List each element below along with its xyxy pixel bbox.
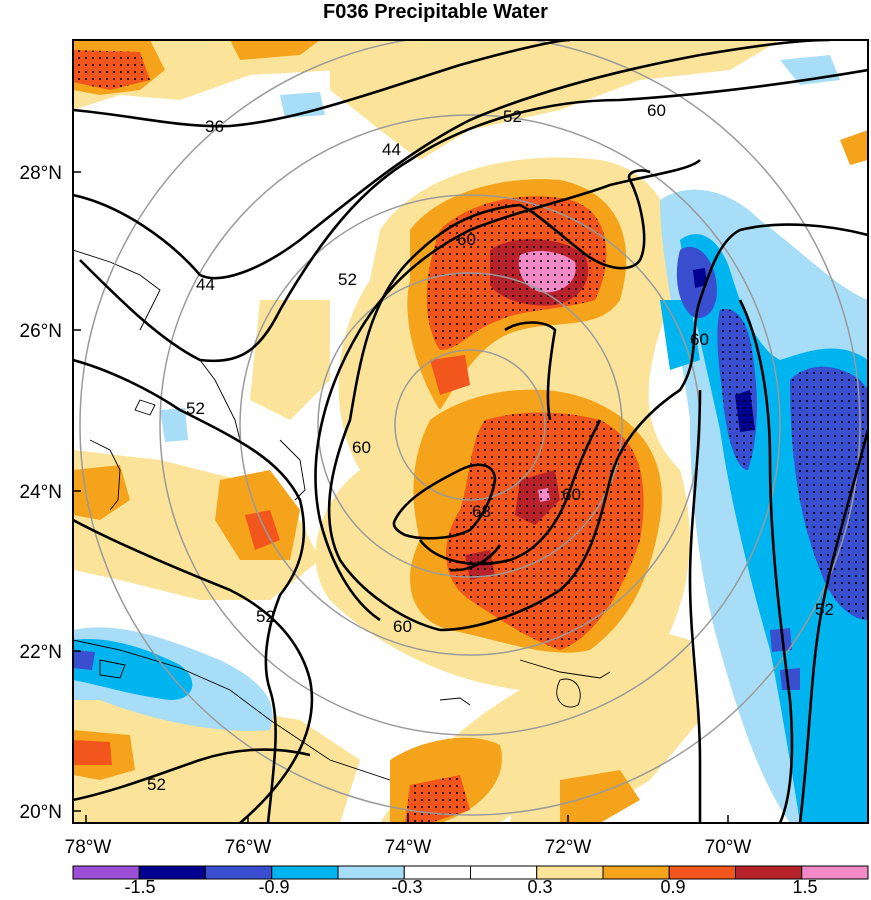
contour-label: 44: [382, 140, 401, 159]
contour-label: 60: [352, 438, 371, 457]
contour-label: 60: [690, 330, 709, 349]
colorbar-label: 0.3: [527, 877, 552, 897]
lat-tick-label: 28°N: [20, 163, 62, 184]
contour-label: 36: [205, 117, 224, 136]
map-field: 36 44 44 52 52 52 52 52 52 60 60 60 60 6…: [73, 40, 868, 823]
contour-label: 52: [815, 600, 834, 619]
lon-tick-label: 70°W: [705, 837, 752, 858]
colorbar-label: -0.3: [391, 877, 422, 897]
lon-tick-label: 74°W: [385, 837, 432, 858]
contour-label: 68: [472, 502, 491, 521]
contour-label: 52: [147, 775, 166, 794]
contour-label: 60: [393, 617, 412, 636]
contour-label: 60: [457, 230, 476, 249]
colorbar-label: 0.9: [660, 877, 685, 897]
coastlines: [73, 249, 611, 781]
lat-tick-label: 20°N: [20, 802, 62, 823]
lon-tick-label: 76°W: [225, 837, 272, 858]
colorbar-labels: -1.5 -0.9 -0.3 0.3 0.9 1.5: [124, 877, 817, 897]
lat-tick-label: 22°N: [20, 642, 62, 663]
colorbar-swatch: [602, 865, 670, 880]
colorbar-swatch: [801, 865, 869, 880]
latitude-axis-labels: 28°N 26°N 24°N 22°N 20°N: [20, 163, 62, 823]
contour-label-group: 36 44 44 52 52 52 52 52 52 60 60 60 60 6…: [147, 101, 834, 794]
contour-label: 60: [647, 101, 666, 120]
colorbar-label: -1.5: [124, 877, 155, 897]
lat-tick-label: 26°N: [20, 321, 62, 342]
lon-tick-label: 78°W: [65, 837, 112, 858]
axis-ticks: [73, 171, 729, 823]
contour-label: 52: [503, 107, 522, 126]
lon-tick-label: 72°W: [545, 837, 592, 858]
lat-tick-label: 24°N: [20, 482, 62, 503]
plot-frame: [72, 39, 869, 824]
contour-label: 52: [186, 399, 205, 418]
colorbar-label: -0.9: [258, 877, 289, 897]
contour-label: 44: [196, 275, 215, 294]
contour-label: 52: [338, 270, 357, 289]
contour-label: 60: [562, 485, 581, 504]
longitude-axis-labels: 78°W 76°W 74°W 72°W 70°W: [65, 837, 752, 858]
colorbar-label: 1.5: [792, 877, 817, 897]
pw-contours: [73, 40, 868, 823]
chart-title: F036 Precipitable Water: [323, 1, 548, 23]
colorbar: [72, 865, 869, 880]
contour-label: 52: [256, 607, 275, 626]
